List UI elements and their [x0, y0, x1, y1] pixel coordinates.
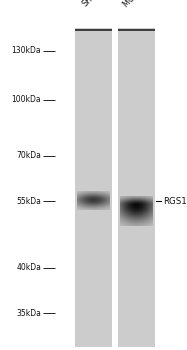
Text: SH-SY5Y: SH-SY5Y: [81, 0, 111, 9]
Text: Mouse kidney: Mouse kidney: [122, 0, 167, 9]
Text: 35kDa: 35kDa: [16, 309, 41, 318]
Bar: [118, 28, 155, 346]
Text: 130kDa: 130kDa: [12, 46, 41, 55]
Text: 55kDa: 55kDa: [16, 197, 41, 206]
Text: 70kDa: 70kDa: [16, 151, 41, 160]
Text: 40kDa: 40kDa: [16, 263, 41, 272]
Text: 100kDa: 100kDa: [12, 95, 41, 104]
Bar: [75, 28, 112, 346]
Text: RGS14: RGS14: [164, 197, 187, 206]
